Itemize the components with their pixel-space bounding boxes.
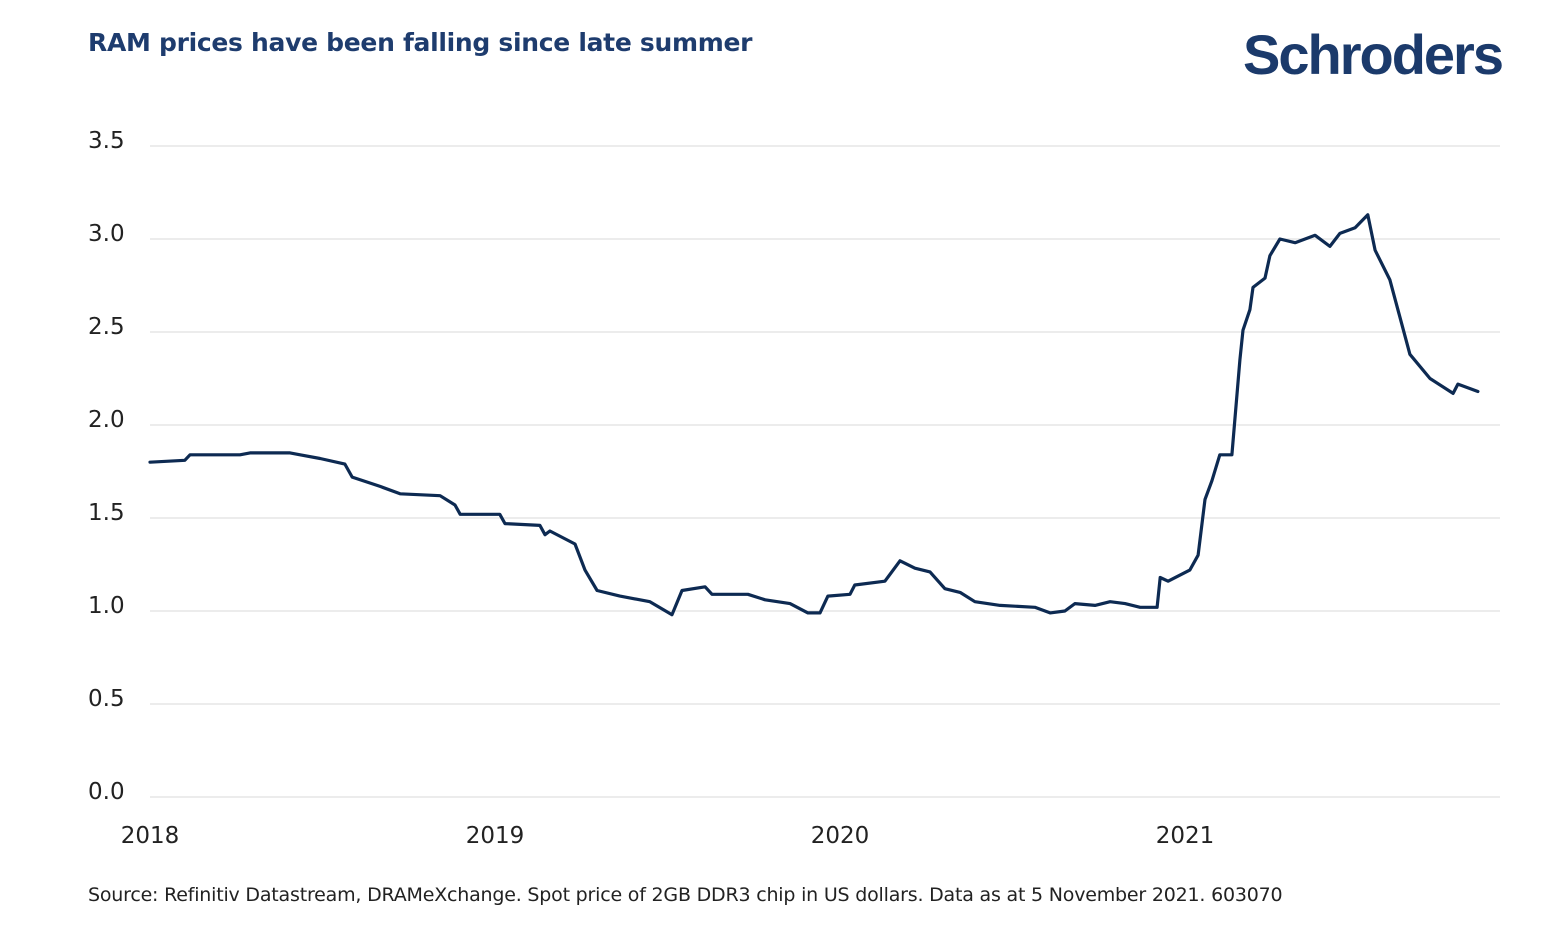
- y-tick-label: 1.5: [88, 500, 125, 526]
- y-tick-label: 3.5: [88, 128, 125, 154]
- y-tick-label: 2.5: [88, 314, 125, 340]
- x-tick-label: 2019: [466, 823, 525, 849]
- schroders-logo: Schroders: [1243, 23, 1504, 86]
- y-tick-label: 3.0: [88, 221, 125, 247]
- y-tick-label: 0.0: [88, 779, 125, 805]
- source-note: Source: Refinitiv Datastream, DRAMeXchan…: [88, 884, 1283, 906]
- price-line: [148, 213, 1480, 617]
- x-tick-label: 2020: [811, 823, 870, 849]
- x-tick-label: 2018: [121, 823, 180, 849]
- chart-title: RAM prices have been falling since late …: [88, 28, 753, 57]
- x-axis-ticks: 2018 2019 2020 2021: [121, 823, 1215, 849]
- y-tick-label: 1.0: [88, 593, 125, 619]
- x-tick-label: 2021: [1156, 823, 1215, 849]
- y-axis-ticks: 0.0 0.5 1.0 1.5 2.0 2.5 3.0 3.5: [88, 128, 125, 805]
- gridlines: [150, 145, 1500, 798]
- series-lines: [148, 213, 1480, 617]
- y-tick-label: 2.0: [88, 407, 125, 433]
- y-tick-label: 0.5: [88, 686, 125, 712]
